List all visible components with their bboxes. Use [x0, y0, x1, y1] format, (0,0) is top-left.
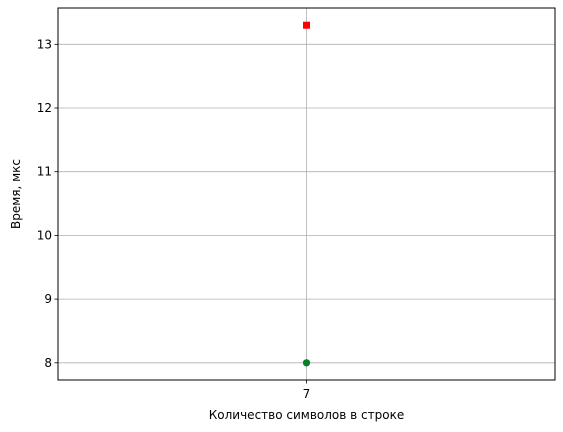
x-axis-label: Количество символов в строке — [209, 408, 404, 422]
y-tick-label: 9 — [44, 292, 52, 306]
ticks: 8 9 10 11 12 13 7 — [37, 37, 311, 401]
y-tick-label: 13 — [37, 37, 52, 51]
data-point-square — [303, 21, 310, 29]
data-point-circle — [302, 359, 311, 367]
grid — [58, 8, 555, 380]
x-tick-label: 7 — [303, 387, 311, 401]
y-tick-label: 10 — [37, 228, 52, 242]
y-tick-label: 8 — [44, 356, 52, 370]
data-points — [302, 21, 311, 367]
y-axis-label: Время, мкс — [9, 159, 23, 229]
y-tick-label: 12 — [37, 101, 52, 115]
y-tick-label: 11 — [37, 165, 52, 179]
